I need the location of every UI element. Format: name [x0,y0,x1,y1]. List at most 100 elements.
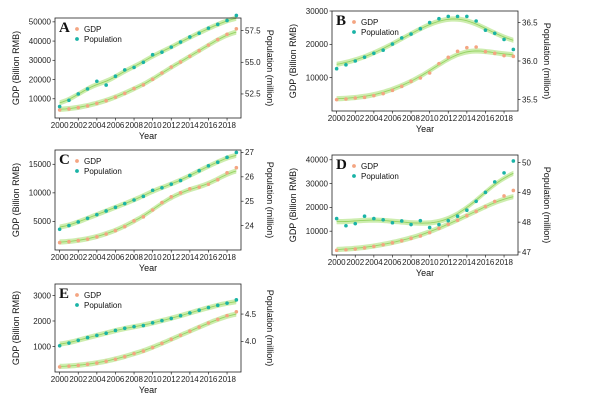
population-point [418,26,423,31]
population-point [455,14,460,19]
population-point [85,87,90,91]
y2-tick-label: 47 [522,248,531,257]
gdp-point [381,242,385,247]
gdp-point [372,244,376,249]
x-tick-label: 2008 [402,258,420,267]
gdp-point [76,363,81,368]
gdp-point [225,313,229,318]
gdp-point [150,208,155,212]
population-point [150,188,155,193]
gdp-point [188,54,192,59]
x-axis-label: Year [139,385,157,395]
y-axis-label: GDP (Billion RMB) [11,163,21,237]
gdp-fit-band [59,311,237,369]
legend-population-marker [75,37,79,41]
x-tick-label: 2014 [181,121,199,130]
population-point [409,32,413,36]
gdp-point [178,333,183,338]
panel-label: C [59,152,70,168]
population-point [178,40,183,44]
y2-tick-label: 48 [522,218,531,227]
population-point [390,220,395,225]
x-tick-label: 2006 [107,253,125,262]
gdp-point [511,188,516,193]
y-axis-label: GDP (Billion RMB) [288,168,298,242]
x-tick-label: 2018 [218,121,236,130]
population-point [511,159,516,163]
gdp-point [132,351,136,356]
x-tick-label: 2010 [144,121,162,130]
population-fit-band [59,152,237,230]
y-tick-label: 30000 [306,7,329,16]
gdp-point [188,329,192,333]
y2-tick-label: 50 [522,158,531,167]
population-point [76,92,81,96]
population-point [122,326,127,331]
y2-tick-label: 4.5 [245,310,257,319]
population-point [160,318,164,323]
y-tick-label: 50000 [29,18,52,27]
y2-tick-label: 55.0 [245,58,261,67]
legend-population-label: Population [84,35,122,44]
panel-c: 2000 2002 2004 2006 2008 2010 2012 2014 2016 2018… [11,148,275,273]
population-point [334,216,339,221]
x-tick-label: 2016 [477,258,495,267]
gdp-point [141,83,146,87]
x-axis-label: Year [139,263,157,273]
gdp-point [104,98,108,103]
gdp-point [446,222,451,227]
gdp-fit-band [59,29,237,112]
population-point [399,36,404,40]
x-tick-label: 2018 [218,375,236,384]
panel-a: 2000 2002 2004 2006 2008 2010 2012 2014 2016 2018… [11,13,275,141]
y2-axis-label: Population (million) [542,23,552,100]
gdp-point [234,26,239,31]
population-point [95,79,99,84]
population-point [502,171,506,175]
gdp-point [95,235,99,239]
legend-population-marker [75,169,79,173]
gdp-point [76,105,81,110]
y-tick-label: 5000 [33,217,51,226]
y-tick-label: 10000 [29,189,52,198]
population-point [465,208,469,213]
gdp-point [334,97,339,102]
gdp-fit-band [336,194,514,253]
x-tick-label: 2002 [69,121,87,130]
panel-label: A [59,20,70,36]
y2-axis-label: Population (million) [265,30,275,107]
gdp-point [465,213,469,218]
y-tick-label: 20000 [306,40,329,49]
y-tick-label: 2000 [33,317,51,326]
gdp-point [390,88,395,93]
x-tick-label: 2004 [88,375,106,384]
gdp-point [511,54,516,59]
gdp-point [502,194,506,198]
gdp-point [178,191,183,195]
gdp-point [399,238,404,243]
population-point [362,214,367,218]
population-point [483,28,488,33]
gdp-point [418,76,423,80]
y2-axis-label: Population (million) [542,167,552,244]
population-point [344,223,348,228]
gdp-point [122,224,127,229]
gdp-point [492,51,497,56]
gdp-point [502,53,506,58]
population-point [85,216,90,221]
x-tick-label: 2018 [495,258,513,267]
population-point [492,31,497,36]
population-point [353,59,358,63]
legend-gdp-label: GDP [361,162,378,171]
gdp-point [418,234,423,238]
x-tick-label: 2016 [200,253,218,262]
gdp-point [225,171,229,175]
population-point [206,305,211,310]
x-tick-label: 2012 [439,258,457,267]
panel-label: E [59,286,69,302]
gdp-point [113,95,118,100]
population-point [362,55,367,59]
panel-label: B [336,13,346,29]
population-point [57,227,62,232]
x-tick-label: 2016 [200,121,218,130]
